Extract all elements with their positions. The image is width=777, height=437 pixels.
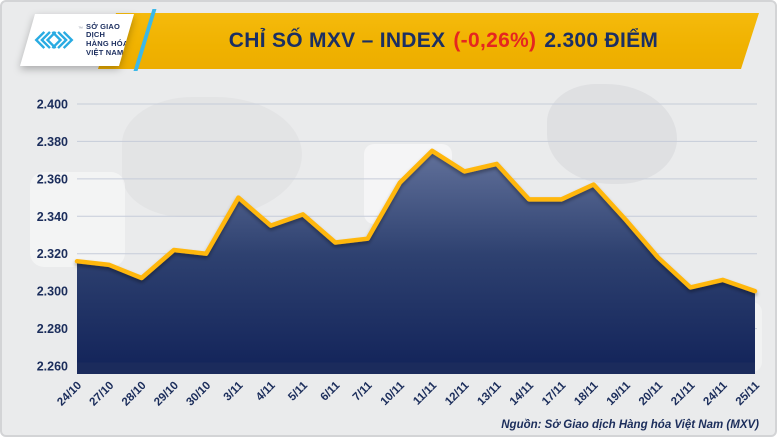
y-axis-tick-label: 2.300	[37, 285, 68, 299]
chart-index-line	[74, 148, 758, 294]
chart-area-fill	[77, 150, 755, 366]
mxv-logo: ™ SỞ GIAO DỊCH HÀNG HÓA VIỆT NAM	[20, 14, 134, 66]
title-points: 2.300 ĐIỂM	[544, 29, 659, 52]
x-axis-tick-label: 5/11	[286, 379, 310, 403]
mxv-logo-card: ™ SỞ GIAO DỊCH HÀNG HÓA VIỆT NAM	[20, 14, 134, 66]
x-axis-tick-label: 25/11	[734, 379, 763, 408]
x-axis-tick-label: 30/10	[184, 380, 213, 409]
trademark-symbol: ™	[78, 26, 83, 32]
source-caption: Nguồn: Sở Giao dịch Hàng hóa Việt Nam (M…	[501, 419, 759, 431]
x-axis-tick-label: 24/10	[55, 380, 84, 409]
x-axis-tick-label: 6/11	[319, 379, 343, 403]
title-main: CHỈ SỐ MXV – INDEX	[228, 29, 446, 52]
x-axis-tick-label: 20/11	[637, 379, 666, 408]
x-axis-tick-label: 28/10	[120, 380, 149, 409]
header-banner: CHỈ SỐ MXV – INDEX (-0,26%) 2.300 ĐIỂM	[98, 13, 759, 69]
y-axis-tick-label: 2.380	[37, 135, 68, 149]
x-axis-tick-label: 21/11	[669, 379, 698, 408]
logo-line-2: HÀNG HÓA	[86, 39, 129, 48]
x-axis-tick-label: 19/11	[605, 379, 634, 408]
x-axis-tick-label: 3/11	[222, 379, 246, 403]
y-axis-tick-label: 2.260	[37, 360, 68, 374]
y-axis-tick-label: 2.280	[37, 322, 68, 336]
x-axis-tick-label: 11/11	[411, 379, 439, 407]
x-axis-tick-label: 27/10	[88, 380, 117, 409]
x-axis-tick-label: 29/10	[152, 380, 181, 409]
x-axis-tick-label: 7/11	[351, 379, 375, 403]
title-change-percent: (-0,26%)	[453, 29, 537, 52]
y-axis-tick-label: 2.320	[37, 247, 68, 261]
y-axis-tick-label: 2.360	[37, 172, 68, 186]
x-axis-tick-label: 13/11	[475, 379, 504, 408]
x-axis-tick-label: 12/11	[443, 379, 472, 408]
mxv-logo-text: SỞ GIAO DỊCH HÀNG HÓA VIỆT NAM	[86, 21, 134, 57]
x-axis-tick-label: 4/11	[254, 379, 278, 403]
mxv-chevrons-icon	[34, 31, 74, 49]
x-axis-tick-label: 17/11	[540, 379, 569, 408]
x-axis-tick-label: 18/11	[572, 379, 601, 408]
logo-line-1: SỞ GIAO DỊCH	[86, 21, 121, 40]
x-axis-tick-label: 10/11	[379, 379, 408, 408]
logo-line-3: VIỆT NAM	[86, 47, 124, 57]
page-title: CHỈ SỐ MXV – INDEX (-0,26%) 2.300 ĐIỂM	[199, 29, 658, 53]
y-axis-tick-label: 2.340	[37, 210, 68, 224]
x-axis-tick-label: 14/11	[508, 379, 537, 408]
chart-baseline-bar	[77, 362, 755, 374]
x-axis-tick-label: 24/11	[701, 379, 730, 408]
y-axis-tick-label: 2.400	[37, 98, 68, 112]
